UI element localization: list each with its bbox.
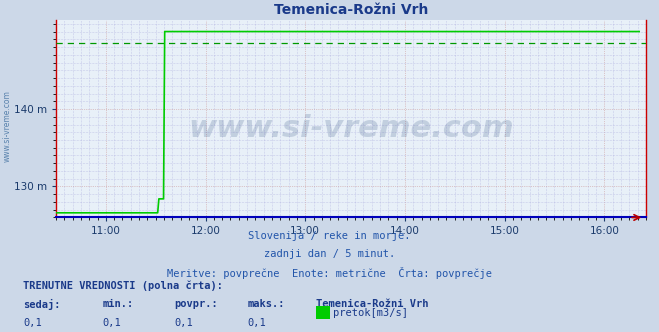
Text: maks.:: maks.: xyxy=(247,299,285,309)
Title: Temenica-Rožni Vrh: Temenica-Rožni Vrh xyxy=(273,3,428,17)
Text: povpr.:: povpr.: xyxy=(175,299,218,309)
Text: 0,1: 0,1 xyxy=(175,318,193,328)
Text: Meritve: povprečne  Enote: metrične  Črta: povprečje: Meritve: povprečne Enote: metrične Črta:… xyxy=(167,267,492,279)
Text: TRENUTNE VREDNOSTI (polna črta):: TRENUTNE VREDNOSTI (polna črta): xyxy=(23,281,223,291)
Text: Temenica-Rožni Vrh: Temenica-Rožni Vrh xyxy=(316,299,429,309)
Text: pretok[m3/s]: pretok[m3/s] xyxy=(333,308,409,318)
Text: 0,1: 0,1 xyxy=(23,318,42,328)
Text: 0,1: 0,1 xyxy=(102,318,121,328)
Text: www.si-vreme.com: www.si-vreme.com xyxy=(3,90,12,162)
Text: www.si-vreme.com: www.si-vreme.com xyxy=(188,114,514,143)
Text: zadnji dan / 5 minut.: zadnji dan / 5 minut. xyxy=(264,249,395,259)
Text: min.:: min.: xyxy=(102,299,133,309)
Text: Slovenija / reke in morje.: Slovenija / reke in morje. xyxy=(248,231,411,241)
Text: 0,1: 0,1 xyxy=(247,318,266,328)
Text: sedaj:: sedaj: xyxy=(23,299,61,310)
